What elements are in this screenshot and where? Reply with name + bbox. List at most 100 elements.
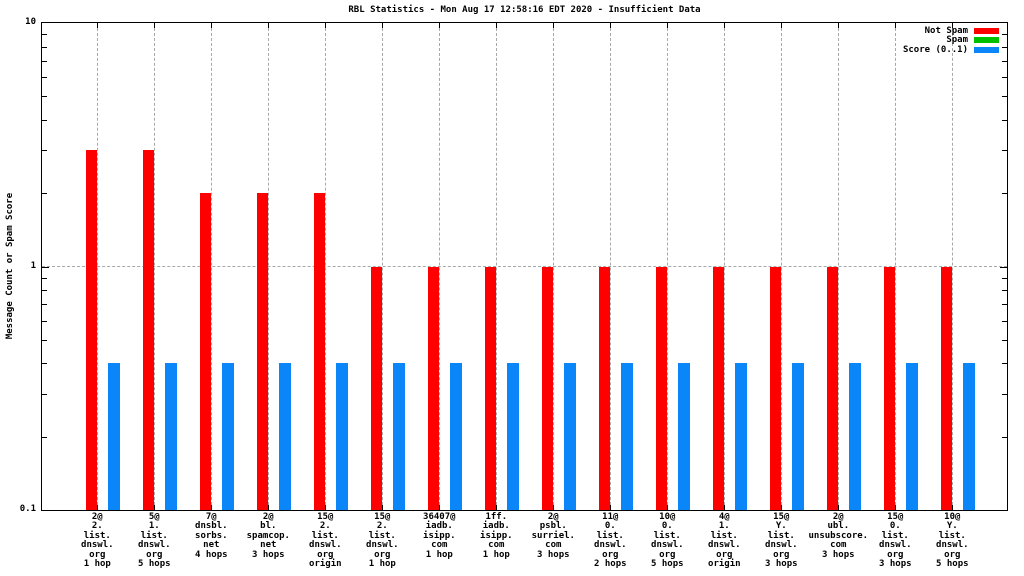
y-major-tick <box>1000 266 1007 268</box>
bar-score-0-1- <box>450 363 462 510</box>
y-minor-tick <box>42 46 47 48</box>
y-minor-tick <box>42 436 47 438</box>
bar-not-spam <box>256 193 269 510</box>
bar-score-0-1- <box>108 363 120 510</box>
x-tick-top <box>268 23 270 28</box>
legend-row: Score (0..1) <box>902 44 999 55</box>
y-tick-label: 0.1 <box>19 504 36 514</box>
x-category-label: 15@ 2. list. dnswl. org 1 hop <box>366 512 399 570</box>
x-tick-bottom <box>439 505 441 510</box>
legend-row: Not Spam <box>924 26 999 36</box>
bar-not-spam <box>598 266 611 510</box>
bar-not-spam <box>883 266 896 510</box>
bar-not-spam <box>427 266 440 510</box>
bar-not-spam <box>85 150 98 510</box>
bar-score-0-1- <box>849 363 861 510</box>
legend-label: Score (0..1) <box>902 44 968 55</box>
y-minor-tick <box>42 119 47 121</box>
y-minor-tick <box>1002 320 1007 322</box>
bar-score-0-1- <box>963 363 975 510</box>
bar-score-0-1- <box>906 363 918 510</box>
x-category-label: 15@ 2. list. dnswl. org origin <box>309 512 342 570</box>
bar-score-0-1- <box>279 363 291 510</box>
bar-score-0-1- <box>792 363 804 510</box>
x-tick-top <box>667 23 669 28</box>
x-tick-top <box>781 23 783 28</box>
bar-score-0-1- <box>678 363 690 510</box>
x-tick-bottom <box>154 505 156 510</box>
bar-not-spam <box>142 150 155 510</box>
x-tick-bottom <box>838 505 840 510</box>
x-tick-top <box>325 23 327 28</box>
y-minor-tick <box>1002 119 1007 121</box>
y-minor-tick <box>42 96 47 98</box>
x-tick-top <box>154 23 156 28</box>
x-tick-top <box>724 23 726 28</box>
x-tick-bottom <box>97 505 99 510</box>
legend-swatch-not-spam <box>974 28 999 34</box>
x-category-label: 11@ 0. list. dnswl. org 2 hops <box>594 512 627 570</box>
bar-score-0-1- <box>165 363 177 510</box>
bar-not-spam <box>370 266 383 510</box>
x-category-label: 10@ 0. list. dnswl. org 5 hops <box>651 512 684 570</box>
y-minor-tick <box>42 304 47 306</box>
y-minor-tick <box>1002 77 1007 79</box>
x-tick-bottom <box>610 505 612 510</box>
x-category-label: 10@ Y. list. dnswl. org 5 hops <box>936 512 969 570</box>
y-minor-tick <box>42 290 47 292</box>
x-tick-top <box>97 23 99 28</box>
y-minor-tick <box>1002 436 1007 438</box>
x-tick-top <box>211 23 213 28</box>
x-category-label: 7@ dnsbl. sorbs. net 4 hops <box>195 512 228 560</box>
bar-score-0-1- <box>336 363 348 510</box>
y-minor-tick <box>42 320 47 322</box>
bar-not-spam <box>826 266 839 510</box>
y-minor-tick <box>42 150 47 152</box>
y-major-tick <box>42 266 49 268</box>
x-tick-bottom <box>781 505 783 510</box>
bar-score-0-1- <box>621 363 633 510</box>
x-tick-top <box>382 23 384 28</box>
y-minor-tick <box>1002 363 1007 365</box>
x-tick-bottom <box>211 505 213 510</box>
bar-score-0-1- <box>735 363 747 510</box>
x-category-label: 36407@ iadb. isipp. com 1 hop <box>423 512 456 560</box>
chart-title: RBL Statistics - Mon Aug 17 12:58:16 EDT… <box>348 5 701 15</box>
x-tick-top <box>952 23 954 28</box>
bar-not-spam <box>484 266 497 510</box>
x-tick-bottom <box>724 505 726 510</box>
y-minor-tick <box>42 393 47 395</box>
x-category-label: 2@ psbl. surriel. com 3 hops <box>531 512 575 560</box>
y-minor-tick <box>1002 60 1007 62</box>
bar-score-0-1- <box>564 363 576 510</box>
x-category-label: 2@ 2. list. dnswl. org 1 hop <box>81 512 114 570</box>
bar-not-spam <box>199 193 212 510</box>
y-minor-tick <box>1002 290 1007 292</box>
y-minor-tick <box>42 363 47 365</box>
gridline-horizontal <box>42 266 1007 267</box>
y-tick-label: 10 <box>25 17 36 27</box>
x-tick-top <box>838 23 840 28</box>
legend-label: Spam <box>946 35 968 46</box>
x-category-label: 15@ 0. list. dnswl. org 3 hops <box>879 512 912 570</box>
bar-not-spam <box>313 193 326 510</box>
bar-score-0-1- <box>393 363 405 510</box>
x-tick-bottom <box>952 505 954 510</box>
legend-label: Not Spam <box>924 26 968 36</box>
y-minor-tick <box>1002 339 1007 341</box>
bar-not-spam <box>940 266 953 510</box>
x-tick-bottom <box>667 505 669 510</box>
y-minor-tick <box>42 77 47 79</box>
y-minor-tick <box>1002 34 1007 36</box>
x-category-label: 5@ 1. list. dnswl. org 5 hops <box>138 512 171 570</box>
x-tick-top <box>439 23 441 28</box>
y-minor-tick <box>42 34 47 36</box>
x-category-label: 4@ 1. list. dnswl. org origin <box>708 512 741 570</box>
bar-not-spam <box>769 266 782 510</box>
legend-row: Spam <box>946 35 999 46</box>
x-tick-top <box>610 23 612 28</box>
y-minor-tick <box>42 60 47 62</box>
x-tick-bottom <box>382 505 384 510</box>
y-minor-tick <box>1002 96 1007 98</box>
